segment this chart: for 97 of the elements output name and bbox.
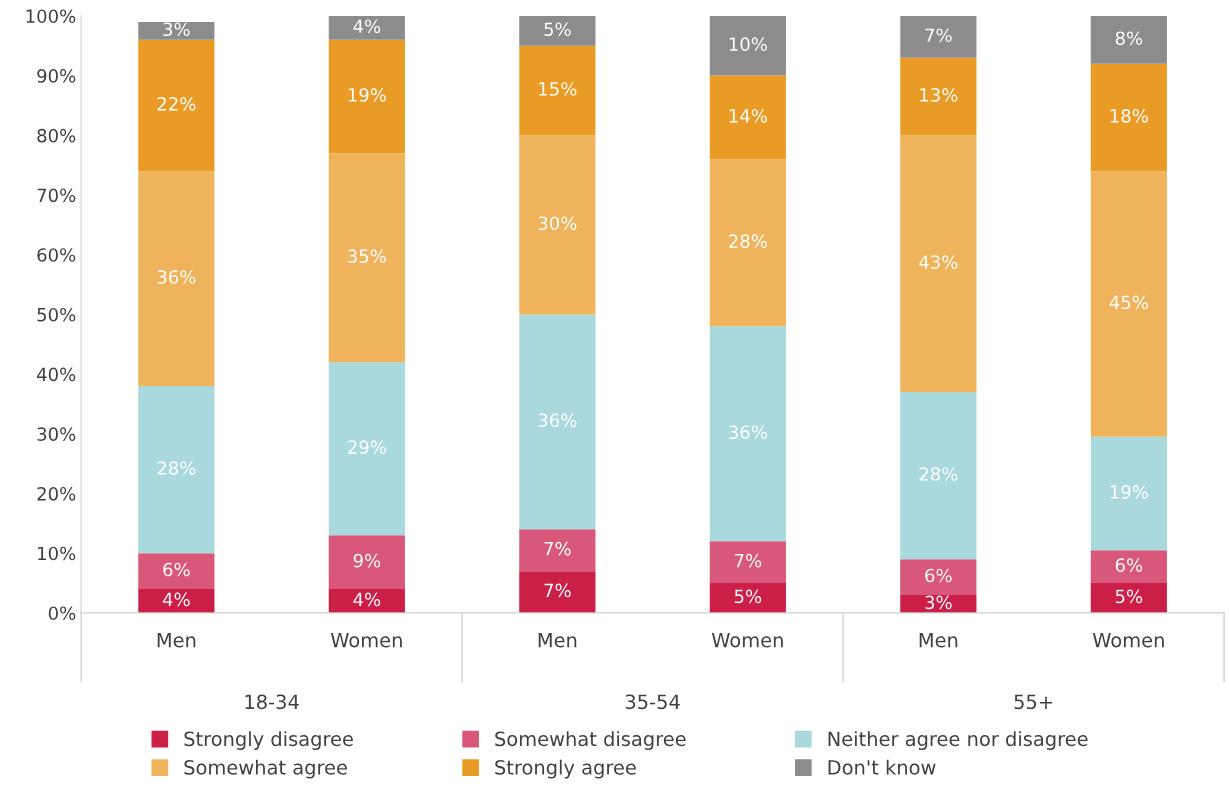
data-label: 4% xyxy=(353,19,381,34)
data-label: 7% xyxy=(544,583,571,598)
text: 35-54 xyxy=(625,694,680,710)
x-tick-label: Men xyxy=(919,632,958,648)
bar xyxy=(519,15,596,46)
y-tick-label: 40% xyxy=(37,367,76,382)
bar xyxy=(900,559,977,596)
bar xyxy=(328,153,405,363)
data-label: 19% xyxy=(348,88,386,102)
data-label: 15% xyxy=(539,82,577,96)
bar xyxy=(709,75,786,160)
data-label: 43% xyxy=(919,255,958,269)
legend-label: Neither agree nor disagree xyxy=(828,731,1088,750)
data-label: 3% xyxy=(925,595,952,610)
bar xyxy=(709,541,786,584)
data-label: 18% xyxy=(1110,108,1148,123)
data-label: 28% xyxy=(157,461,196,475)
x-tick-label: Men xyxy=(157,632,196,648)
data-label: 8% xyxy=(1115,31,1143,46)
x-tick-label: Women xyxy=(330,632,402,648)
bar xyxy=(519,314,596,530)
bar xyxy=(709,159,786,327)
y-tick-label: 80% xyxy=(37,128,76,143)
bar xyxy=(709,583,786,613)
text: 18-34 xyxy=(245,694,299,710)
bar xyxy=(328,535,405,590)
data-label: 9% xyxy=(353,553,381,568)
data-label: 7% xyxy=(544,541,571,556)
y-tick-label: 10% xyxy=(38,546,76,561)
legend-label: Strongly agree xyxy=(495,759,636,779)
data-label: 13% xyxy=(920,88,958,102)
x-tick-label: Men xyxy=(538,632,577,648)
bar xyxy=(1090,63,1167,172)
data-label: 6% xyxy=(925,568,952,583)
bar xyxy=(900,57,977,136)
bar xyxy=(1090,171,1167,437)
bar xyxy=(138,553,215,590)
bar xyxy=(138,171,215,387)
bar xyxy=(138,386,215,554)
bar xyxy=(519,45,596,136)
y-tick-label: 100% xyxy=(26,9,76,24)
data-label: 7% xyxy=(735,553,762,568)
bar xyxy=(1090,436,1167,551)
bar xyxy=(900,392,977,560)
bar xyxy=(328,39,405,154)
data-label: 6% xyxy=(163,562,190,577)
legend-label: Somewhat agree xyxy=(184,759,347,779)
data-label: 35% xyxy=(348,249,386,263)
data-label: 4% xyxy=(162,592,190,607)
bar xyxy=(1090,583,1167,613)
y-tick-label: 60% xyxy=(37,248,76,262)
data-label: 10% xyxy=(729,37,767,52)
data-label: 30% xyxy=(538,216,577,231)
data-label: 6% xyxy=(1115,558,1143,572)
bar xyxy=(900,15,977,58)
data-label: 45% xyxy=(1109,295,1148,310)
bar xyxy=(900,135,977,393)
bar xyxy=(328,589,405,613)
legend-label: Strongly disagree xyxy=(184,731,353,750)
y-tick-label: 90% xyxy=(37,69,76,83)
x-tick-label: Women xyxy=(1092,632,1164,648)
bar xyxy=(709,15,786,76)
data-label: 29% xyxy=(348,440,386,454)
data-label: 36% xyxy=(538,413,577,428)
legend-label: Somewhat disagree xyxy=(495,731,686,750)
x-tick-label: Women xyxy=(711,632,783,648)
data-label: 28% xyxy=(919,467,958,481)
legend-label: Don't know xyxy=(828,759,936,775)
data-label: 7% xyxy=(925,28,952,43)
data-label: 19% xyxy=(1110,485,1148,499)
data-label: 22% xyxy=(157,97,196,111)
bar xyxy=(138,39,215,172)
bar xyxy=(519,135,596,315)
bar xyxy=(519,529,596,572)
bar xyxy=(328,15,405,40)
data-label: 5% xyxy=(734,589,762,604)
bar xyxy=(519,571,596,613)
data-label: 5% xyxy=(544,22,571,37)
bar xyxy=(138,589,215,613)
y-tick-label: 0% xyxy=(48,606,76,621)
data-label: 3% xyxy=(163,22,190,37)
data-label: 14% xyxy=(729,108,767,123)
bar xyxy=(328,362,405,536)
bar xyxy=(138,21,215,40)
y-tick-label: 50% xyxy=(37,307,76,322)
data-label: 4% xyxy=(353,592,381,607)
bar xyxy=(709,326,786,542)
y-tick-label: 70% xyxy=(37,188,76,203)
data-label: 36% xyxy=(729,425,767,440)
text: 55+ xyxy=(1014,694,1053,710)
y-tick-label: 20% xyxy=(37,486,76,501)
bar xyxy=(1090,550,1167,584)
data-label: 5% xyxy=(1115,589,1143,604)
y-tick-label: 30% xyxy=(37,427,76,441)
bar xyxy=(1090,15,1167,64)
data-label: 36% xyxy=(157,270,196,284)
data-label: 28% xyxy=(729,234,767,249)
